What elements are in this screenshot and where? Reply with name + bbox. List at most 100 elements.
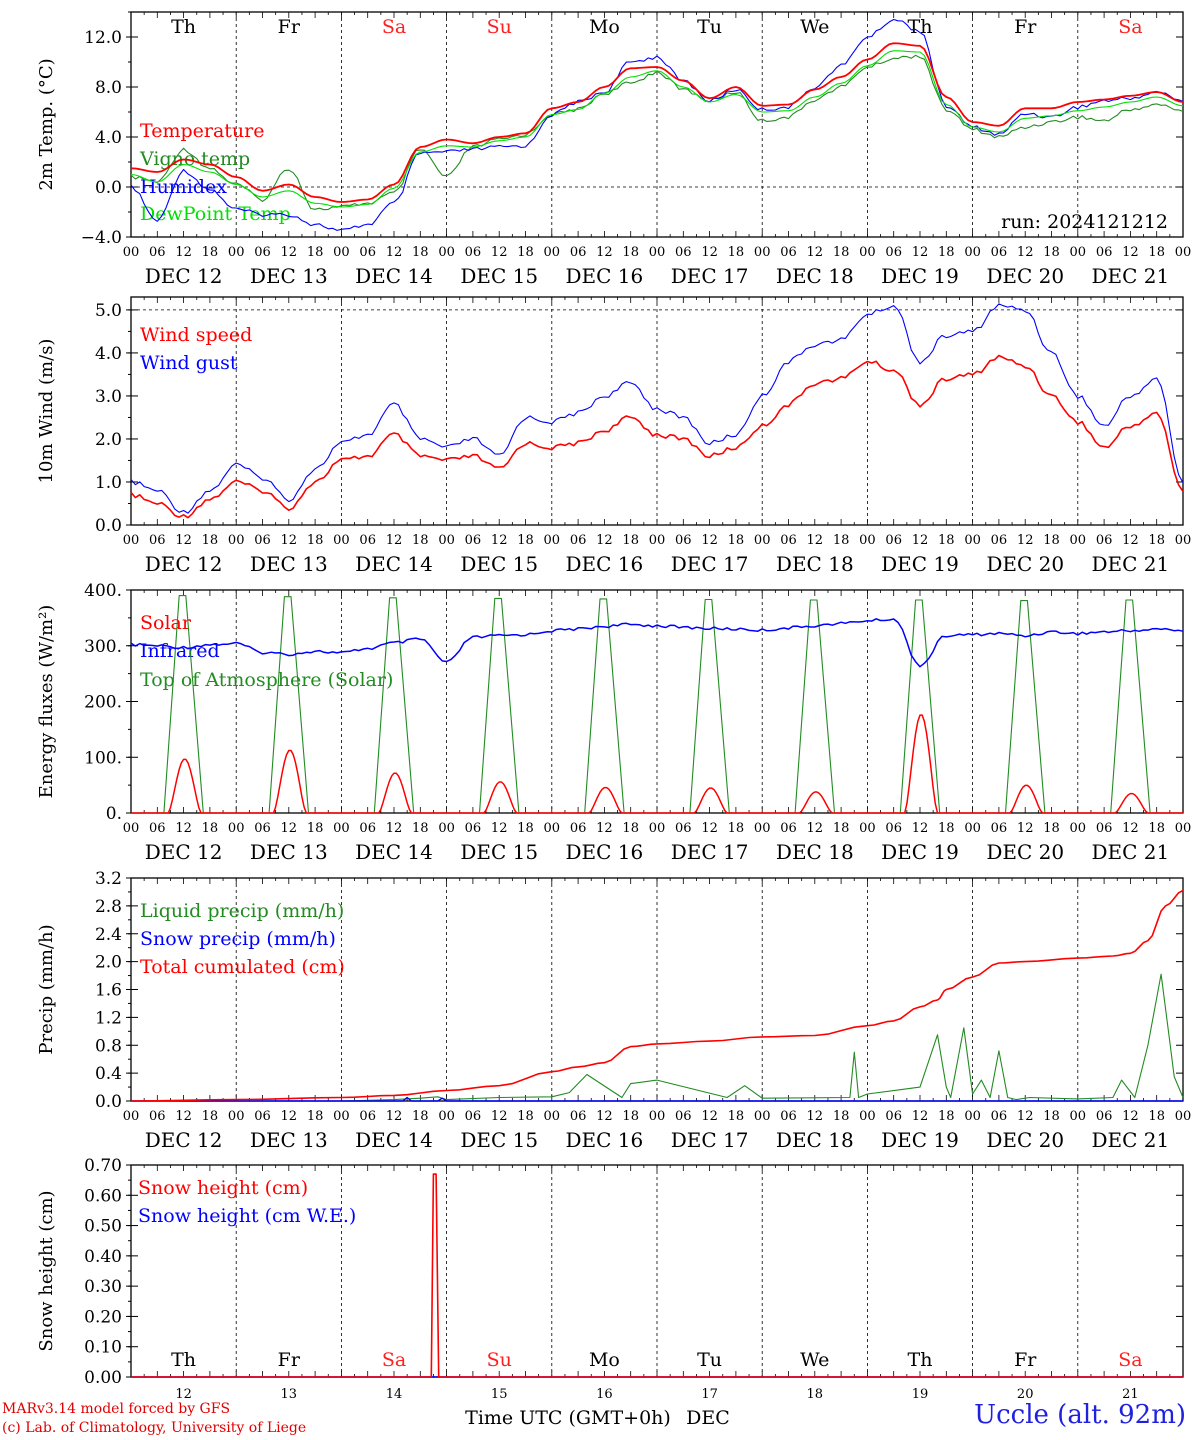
date-label: DEC 20 [986,264,1064,288]
y-tick-label: 0.70 [84,1156,122,1176]
hour-label: 12 [1017,821,1034,836]
hour-label: 06 [359,821,376,836]
y-tick-label: 2.0 [95,430,122,450]
hour-label: 00 [859,821,876,836]
date-label: DEC 14 [355,840,433,864]
hour-label: 00 [754,245,771,260]
hour-label: 12 [175,245,192,260]
hour-label: 00 [228,1109,245,1124]
series-line-liquid-precip [131,973,1184,1102]
date-label: DEC 20 [986,840,1064,864]
hour-label: 06 [359,1109,376,1124]
hour-label: 12 [912,821,929,836]
y-tick-label: 2.0 [95,953,122,973]
hour-label: 00 [754,533,771,548]
legend-entry: Snow height (cm W.E.) [138,1205,356,1227]
hour-label: 18 [833,1109,850,1124]
day-number-label: 14 [386,1387,403,1402]
hour-label: 12 [491,533,508,548]
hour-label: 18 [412,821,429,836]
y-tick-label: 100. [84,748,122,768]
hour-label: 06 [570,1109,587,1124]
panel-2: 0.0 1.0 2.0 3.0 4.0 5.0 10m Wind (m/s) 00 06 12 18… [36,296,1192,576]
date-label: DEC 20 [986,1128,1064,1152]
y-tick-label: 0.40 [84,1247,122,1267]
hour-label: 06 [991,821,1008,836]
weekday-label: Th [171,1349,196,1371]
y-tick-label: 12.0 [84,28,122,48]
hour-label: 06 [675,821,692,836]
run-label: run: 2024121212 [1001,211,1168,233]
hour-label: 00 [1175,821,1192,836]
hour-label: 06 [885,245,902,260]
weekday-label: Sa [1118,16,1142,38]
hour-label: 12 [596,245,613,260]
y-axis-label: 10m Wind (m/s) [36,339,57,484]
hour-label: 06 [780,533,797,548]
hour-label: 18 [202,533,219,548]
weekday-label: Tu [697,1349,722,1371]
hour-label: 12 [491,1109,508,1124]
hour-label: 06 [254,1109,271,1124]
date-label: DEC 13 [250,1128,328,1152]
hour-label: 06 [675,533,692,548]
hour-label: 18 [728,821,745,836]
hour-label: 18 [938,1109,955,1124]
hour-label: 06 [570,245,587,260]
series-line-solar [131,714,1183,814]
date-label: DEC 19 [881,264,959,288]
hour-label: 00 [1175,533,1192,548]
hour-label: 12 [281,1109,298,1124]
legend-entry: DewPoint Temp [140,203,291,225]
hour-label: 00 [438,1109,455,1124]
y-tick-label: 5.0 [95,301,122,321]
hour-label: 06 [1096,533,1113,548]
legend-entry: Top of Atmosphere (Solar) [140,669,393,691]
hour-label: 00 [438,533,455,548]
legend-entry: Snow height (cm) [138,1177,308,1199]
hour-label: 00 [123,821,140,836]
panel-5: 0.00 0.10 0.20 0.30 0.40 0.50 0.60 0.70 Snow hei… [36,1156,1184,1388]
day-number-label: 16 [596,1387,613,1402]
plot-frame [130,589,1184,814]
hour-label: 06 [885,1109,902,1124]
date-label: DEC 19 [881,552,959,576]
series-line-wind-speed [130,354,1184,519]
hour-label: 00 [544,245,561,260]
date-label: DEC 21 [1092,1128,1170,1152]
hour-label: 00 [964,533,981,548]
hour-label: 12 [281,821,298,836]
hour-label: 00 [1175,245,1192,260]
model-credit: MARv3.14 model forced by GFS [2,1401,231,1417]
y-tick-label: 0.30 [84,1277,122,1297]
x-axis-title: Time UTC (GMT+0h) [465,1407,671,1429]
hour-label: 12 [281,245,298,260]
y-axis-label: 2m Temp. (°C) [36,58,57,190]
y-tick-label: 300. [84,637,122,657]
hour-label: 18 [1148,245,1165,260]
weekday-label: Th [908,16,933,38]
hour-label: 12 [491,245,508,260]
hour-label: 06 [780,245,797,260]
hour-label: 12 [807,533,824,548]
date-label: DEC 12 [145,264,223,288]
hour-label: 12 [807,821,824,836]
hour-label: 00 [964,821,981,836]
hour-label: 06 [465,821,482,836]
y-tick-label: 0.10 [84,1338,122,1358]
weekday-label: Sa [382,16,406,38]
date-label: DEC 12 [145,1128,223,1152]
hour-label: 06 [991,1109,1008,1124]
weekday-label: We [800,16,829,38]
hour-label: 18 [622,1109,639,1124]
hour-label: 12 [175,1109,192,1124]
legend-entry: Liquid precip (mm/h) [140,900,344,922]
date-label: DEC 12 [145,840,223,864]
hour-label: 12 [807,245,824,260]
hour-label: 18 [412,245,429,260]
x-axis-month: DEC [686,1407,730,1429]
hour-label: 12 [1017,245,1034,260]
panel-4: 0.0 0.4 0.8 1.2 1.6 2.0 2.4 2.8 3.2 Precip (mm/h)… [36,869,1191,1152]
legend-entry: Solar [140,612,192,634]
